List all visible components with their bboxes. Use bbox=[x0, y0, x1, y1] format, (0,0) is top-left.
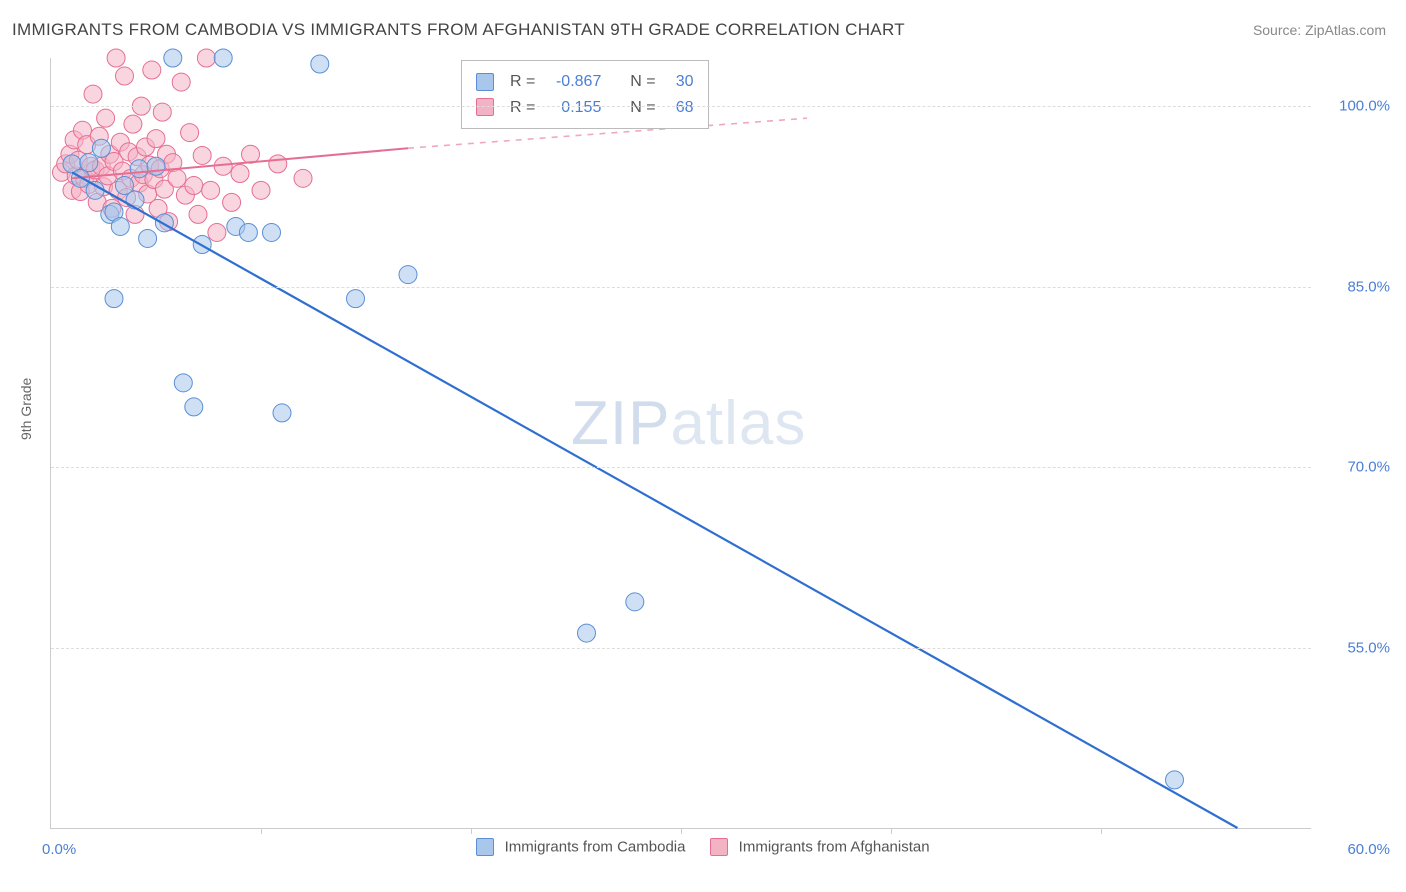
scatter-point bbox=[223, 193, 241, 211]
y-tick-label: 85.0% bbox=[1347, 278, 1390, 295]
scatter-point bbox=[139, 229, 157, 247]
scatter-point bbox=[147, 157, 165, 175]
scatter-point bbox=[214, 49, 232, 67]
x-tick-mark bbox=[1101, 828, 1102, 834]
scatter-point bbox=[111, 217, 129, 235]
scatter-point bbox=[239, 223, 257, 241]
gridline bbox=[51, 106, 1311, 107]
chart-title: IMMIGRANTS FROM CAMBODIA VS IMMIGRANTS F… bbox=[12, 20, 905, 40]
scatter-point bbox=[80, 154, 98, 172]
gridline bbox=[51, 467, 1311, 468]
scatter-point bbox=[107, 49, 125, 67]
scatter-point bbox=[231, 165, 249, 183]
scatter-point bbox=[164, 49, 182, 67]
scatter-point bbox=[294, 169, 312, 187]
scatter-point bbox=[172, 73, 190, 91]
scatter-point bbox=[269, 155, 287, 173]
scatter-point bbox=[1166, 771, 1184, 789]
y-axis-label: 9th Grade bbox=[18, 378, 34, 440]
scatter-point bbox=[92, 139, 110, 157]
x-tick-mark bbox=[471, 828, 472, 834]
x-tick-mark bbox=[261, 828, 262, 834]
scatter-point bbox=[147, 130, 165, 148]
x-tick-mark bbox=[891, 828, 892, 834]
scatter-point bbox=[84, 85, 102, 103]
scatter-point bbox=[252, 181, 270, 199]
legend-swatch-a-icon bbox=[476, 838, 494, 856]
scatter-point bbox=[202, 181, 220, 199]
bottom-legend: Immigrants from Cambodia Immigrants from… bbox=[0, 838, 1406, 856]
scatter-point bbox=[399, 266, 417, 284]
scatter-point bbox=[197, 49, 215, 67]
y-tick-label: 55.0% bbox=[1347, 639, 1390, 656]
scatter-point bbox=[273, 404, 291, 422]
scatter-point bbox=[116, 67, 134, 85]
scatter-point bbox=[174, 374, 192, 392]
scatter-point bbox=[143, 61, 161, 79]
swatch-a-icon bbox=[476, 73, 494, 91]
scatter-point bbox=[155, 214, 173, 232]
scatter-point bbox=[242, 145, 260, 163]
scatter-point bbox=[181, 124, 199, 142]
trendline bbox=[72, 172, 1238, 828]
plot-area: ZIPatlas R = -0.867 N = 30 R = 0.155 N =… bbox=[50, 58, 1311, 829]
gridline bbox=[51, 648, 1311, 649]
scatter-point bbox=[185, 398, 203, 416]
legend-label-b: Immigrants from Afghanistan bbox=[739, 839, 930, 856]
scatter-point bbox=[124, 115, 142, 133]
scatter-point bbox=[208, 223, 226, 241]
scatter-point bbox=[97, 109, 115, 127]
swatch-b-icon bbox=[476, 98, 494, 116]
legend-swatch-b-icon bbox=[710, 838, 728, 856]
scatter-point bbox=[311, 55, 329, 73]
scatter-point bbox=[626, 593, 644, 611]
stats-legend-box: R = -0.867 N = 30 R = 0.155 N = 68 bbox=[461, 60, 709, 129]
y-tick-label: 70.0% bbox=[1347, 459, 1390, 476]
scatter-point bbox=[347, 290, 365, 308]
scatter-point bbox=[168, 169, 186, 187]
scatter-point bbox=[130, 160, 148, 178]
x-tick-mark bbox=[681, 828, 682, 834]
scatter-point bbox=[193, 146, 211, 164]
scatter-point bbox=[189, 205, 207, 223]
scatter-point bbox=[105, 290, 123, 308]
scatter-point bbox=[185, 177, 203, 195]
scatter-point bbox=[126, 191, 144, 209]
gridline bbox=[51, 287, 1311, 288]
scatter-point bbox=[578, 624, 596, 642]
scatter-point bbox=[263, 223, 281, 241]
source-label: Source: ZipAtlas.com bbox=[1253, 22, 1386, 38]
legend-label-a: Immigrants from Cambodia bbox=[505, 839, 686, 856]
stats-row-b: R = 0.155 N = 68 bbox=[476, 95, 694, 121]
stats-row-a: R = -0.867 N = 30 bbox=[476, 69, 694, 95]
scatter-svg bbox=[51, 58, 1311, 828]
y-tick-label: 100.0% bbox=[1339, 98, 1390, 115]
